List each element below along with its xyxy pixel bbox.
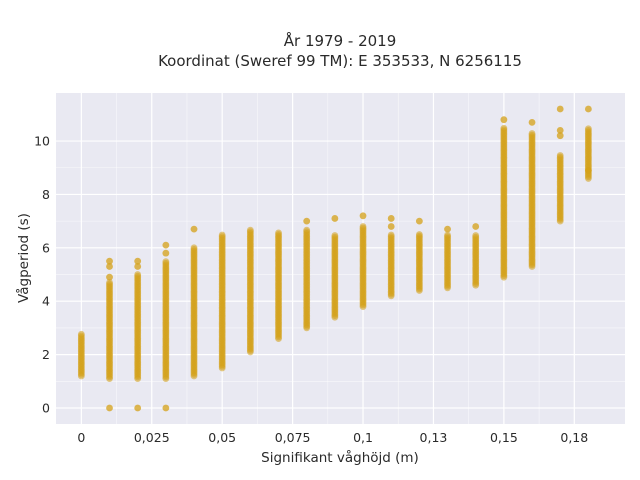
data-point	[444, 231, 451, 239]
data-point-outlier	[162, 249, 170, 257]
x-tick-label: 0,1	[353, 430, 373, 445]
data-point	[218, 231, 226, 239]
data-point-outlier	[106, 404, 113, 412]
data-point-outlier	[190, 225, 198, 233]
data-point	[162, 258, 170, 266]
data-point-outlier	[500, 116, 508, 124]
data-point-outlier	[162, 241, 170, 249]
y-tick-label: 10	[34, 134, 50, 149]
data-point-outlier	[134, 263, 142, 270]
x-tick-label: 0	[77, 430, 85, 445]
data-point-outlier	[106, 273, 113, 281]
y-axis-title: Vågperiod (s)	[15, 213, 32, 303]
x-tick-label: 0,13	[420, 430, 448, 445]
x-tick-label: 0,18	[560, 430, 588, 445]
data-point-outlier	[134, 404, 142, 412]
y-tick-label: 6	[42, 240, 50, 255]
data-point-outlier	[331, 215, 339, 222]
y-tick-label: 8	[42, 187, 50, 202]
data-point	[556, 152, 564, 159]
data-point-outlier	[106, 257, 113, 265]
x-axis-title: Signifikant våghöjd (m)	[261, 449, 419, 466]
data-point	[584, 125, 592, 133]
data-point	[134, 271, 142, 278]
data-point-outlier	[303, 217, 311, 225]
data-point-outlier	[415, 217, 423, 225]
y-tick-label: 2	[42, 347, 50, 362]
y-tick-label: 4	[42, 294, 50, 309]
data-point	[275, 229, 282, 237]
plot-area	[56, 93, 625, 424]
data-point	[77, 330, 85, 338]
data-point	[331, 232, 339, 239]
data-point-outlier	[387, 223, 395, 230]
data-point-outlier	[556, 105, 564, 113]
data-point	[106, 279, 113, 286]
x-tick-label: 0,15	[490, 430, 518, 445]
grid-lines	[56, 93, 625, 424]
data-point	[246, 226, 254, 234]
data-point	[387, 231, 395, 239]
data-point-outlier	[387, 215, 395, 222]
data-point	[500, 124, 508, 132]
data-point-outlier	[444, 225, 451, 233]
data-points	[77, 105, 592, 412]
data-point	[472, 232, 480, 239]
x-tick-label: 0,075	[275, 430, 311, 445]
y-tick-label: 0	[42, 400, 50, 415]
data-point-outlier	[584, 105, 592, 113]
data-point-outlier	[162, 404, 170, 412]
y-tick-labels: 0 2 4 6 8 10	[34, 134, 50, 416]
data-point-outlier	[528, 118, 536, 126]
data-point-outlier	[584, 167, 592, 174]
x-tick-label: 0,05	[208, 430, 236, 445]
data-point	[528, 130, 536, 137]
data-point-outlier	[472, 223, 480, 230]
chart-title-line1: År 1979 - 2019	[284, 31, 397, 50]
x-tick-label: 0,025	[134, 430, 170, 445]
chart-title-line2: Koordinat (Sweref 99 TM): E 353533, N 62…	[158, 52, 522, 70]
data-point	[303, 226, 311, 234]
data-point-outlier	[556, 126, 564, 134]
data-point-outlier	[556, 132, 564, 140]
data-point	[359, 223, 367, 230]
data-point-outlier	[106, 263, 113, 270]
data-point-outlier	[359, 212, 367, 220]
data-point	[415, 231, 423, 238]
data-point-outlier	[134, 257, 142, 265]
x-tick-labels: 0 0,025 0,05 0,075 0,1 0,13 0,15 0,18	[77, 430, 588, 445]
data-point	[190, 244, 198, 252]
